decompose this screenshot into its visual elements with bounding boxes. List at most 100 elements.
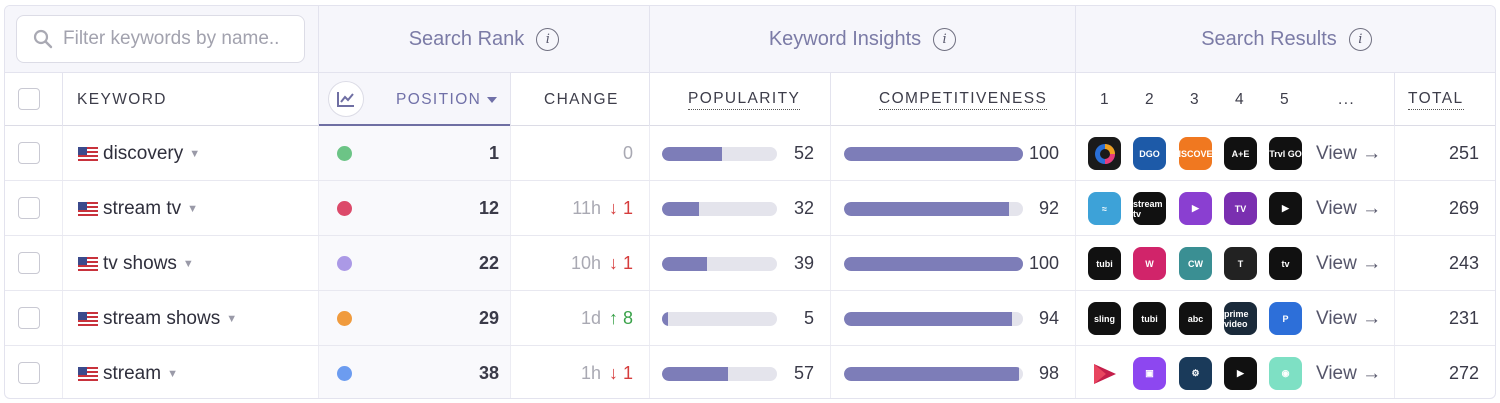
discovery-go-app-icon[interactable]: DGO <box>1133 137 1166 170</box>
table-row[interactable]: stream ▼ 38 1h ↓ 1 57 98 ▣ ⚙ ▶ ◉ View → 272 <box>5 346 1495 398</box>
popularity-value: 5 <box>803 308 814 328</box>
search-rank-group: Search Rank i <box>318 6 649 73</box>
freecable-tv-app-icon[interactable]: TV <box>1224 192 1257 225</box>
row-checkbox[interactable] <box>18 197 40 219</box>
stream-tv-app-icon[interactable]: stream tv <box>1133 192 1166 225</box>
competitiveness-bar <box>844 147 1023 161</box>
search-box[interactable] <box>16 15 305 63</box>
steam-app-icon[interactable]: ⚙ <box>1179 357 1212 390</box>
travel-go-app-icon[interactable]: Trvl GO <box>1269 137 1302 170</box>
twitch-app-icon[interactable]: ▣ <box>1133 357 1166 390</box>
change-cell: 0 <box>623 126 633 181</box>
xfinity-app-icon[interactable]: ▶ <box>1224 357 1257 390</box>
caret-down-icon[interactable]: ▼ <box>226 312 238 325</box>
popularity-bar <box>662 257 777 271</box>
competitiveness-value: 92 <box>1038 198 1059 218</box>
red-play-app-icon[interactable] <box>1088 357 1121 390</box>
t-app-icon[interactable]: T <box>1224 247 1257 280</box>
popularity-value: 52 <box>793 143 814 163</box>
robot-app-icon[interactable]: ◉ <box>1269 357 1302 390</box>
table-row[interactable]: discovery ▼ 1 0 52 100 DGO DISCOVER A+E Trvl GO… <box>5 126 1495 181</box>
view-results-link[interactable]: View → <box>1316 252 1382 274</box>
change-time: 1h <box>580 363 601 383</box>
search-input[interactable] <box>63 28 293 50</box>
search-rank-info-icon[interactable]: i <box>536 28 560 51</box>
popularity-bar <box>662 367 777 381</box>
series-color-dot[interactable] <box>337 146 352 161</box>
view-results-link[interactable]: View → <box>1316 142 1382 164</box>
row-checkbox[interactable] <box>18 362 40 384</box>
table-row[interactable]: stream tv ▼ 12 11h ↓ 1 32 92 ≈ stream tv ▶ TV ▶ Vi… <box>5 181 1495 236</box>
chart-toggle-button[interactable] <box>328 81 364 117</box>
popularity-bar <box>662 312 777 326</box>
competitiveness-bar <box>844 257 1023 271</box>
position-column-header[interactable]: POSITION <box>396 73 498 126</box>
row-checkbox[interactable] <box>18 252 40 274</box>
keyword-cell[interactable]: discovery ▼ <box>78 126 200 181</box>
popularity-value: 39 <box>793 253 814 273</box>
view-results-link[interactable]: View → <box>1316 197 1382 219</box>
keyword-text: tv shows <box>103 252 177 274</box>
table-row[interactable]: stream shows ▼ 29 1d ↑ 8 5 94 sling tubi abc pri… <box>5 291 1495 346</box>
prime-video-app-icon[interactable]: prime video <box>1224 302 1257 335</box>
column-header-row: KEYWORD POSITION CHANGE POPULARITY COMPE… <box>5 73 1495 126</box>
more-results-header: ... <box>1338 90 1356 108</box>
keyword-cell[interactable]: stream tv ▼ <box>78 181 198 236</box>
change-time: 1d <box>580 308 601 328</box>
apple-tv-app-icon[interactable]: tv <box>1269 247 1302 280</box>
keyword-column-header[interactable]: KEYWORD <box>77 90 167 108</box>
sling-app-icon[interactable]: sling <box>1088 302 1121 335</box>
popularity-column-header[interactable]: POPULARITY <box>688 73 801 126</box>
tubi-app-icon[interactable]: tubi <box>1088 247 1121 280</box>
competitiveness-value: 98 <box>1038 363 1059 383</box>
xfinity-stream-app-icon[interactable]: ▶ <box>1269 192 1302 225</box>
us-flag-icon <box>78 366 98 381</box>
stream-app-icon[interactable]: ≈ <box>1088 192 1121 225</box>
discovery-plus-app-icon[interactable] <box>1088 137 1121 170</box>
total-column-header[interactable]: TOTAL <box>1408 73 1464 126</box>
result-5-header: 5 <box>1280 90 1291 108</box>
competitiveness-bar <box>844 312 1023 326</box>
row-checkbox[interactable] <box>18 307 40 329</box>
competitiveness-column-header[interactable]: COMPETITIVENESS <box>879 73 1048 126</box>
abc-app-icon[interactable]: abc <box>1179 302 1212 335</box>
group-header-row: Search Rank i Keyword Insights i Search … <box>5 6 1495 73</box>
caret-down-icon[interactable]: ▼ <box>182 257 194 270</box>
select-all-checkbox[interactable] <box>18 88 40 110</box>
change-cell: 1d ↑ 8 <box>581 291 633 346</box>
keyword-cell[interactable]: stream ▼ <box>78 346 178 398</box>
series-color-dot[interactable] <box>337 311 352 326</box>
series-color-dot[interactable] <box>337 201 352 216</box>
keyword-insights-info-icon[interactable]: i <box>933 28 957 51</box>
change-cell: 10h ↓ 1 <box>571 236 633 291</box>
row-checkbox[interactable] <box>18 142 40 164</box>
search-results-info-icon[interactable]: i <box>1348 28 1372 51</box>
competitiveness-value: 100 <box>1028 253 1059 273</box>
competitiveness-value: 100 <box>1028 143 1059 163</box>
discover-app-icon[interactable]: DISCOVER <box>1179 137 1212 170</box>
result-2-header: 2 <box>1145 90 1156 108</box>
us-flag-icon <box>78 311 98 326</box>
tubi-app-icon[interactable]: tubi <box>1133 302 1166 335</box>
line-chart-icon <box>337 92 354 107</box>
change-cell: 11h ↓ 1 <box>572 181 633 236</box>
pluto-app-icon[interactable]: P <box>1269 302 1302 335</box>
change-column-header[interactable]: CHANGE <box>544 90 619 108</box>
keyword-cell[interactable]: tv shows ▼ <box>78 236 194 291</box>
competitiveness-bar <box>844 202 1023 216</box>
keyword-cell[interactable]: stream shows ▼ <box>78 291 237 346</box>
series-color-dot[interactable] <box>337 256 352 271</box>
popularity-bar <box>662 202 777 216</box>
view-results-link[interactable]: View → <box>1316 362 1382 384</box>
caret-down-icon[interactable]: ▼ <box>167 367 178 380</box>
purple-play-app-icon[interactable]: ▶ <box>1179 192 1212 225</box>
view-results-link[interactable]: View → <box>1316 307 1382 329</box>
popularity-value: 57 <box>793 363 814 383</box>
heart-w-app-icon[interactable]: W <box>1133 247 1166 280</box>
cw-app-icon[interactable]: CW <box>1179 247 1212 280</box>
series-color-dot[interactable] <box>337 366 352 381</box>
caret-down-icon[interactable]: ▼ <box>187 202 199 215</box>
ae-app-icon[interactable]: A+E <box>1224 137 1257 170</box>
caret-down-icon[interactable]: ▼ <box>189 147 201 160</box>
